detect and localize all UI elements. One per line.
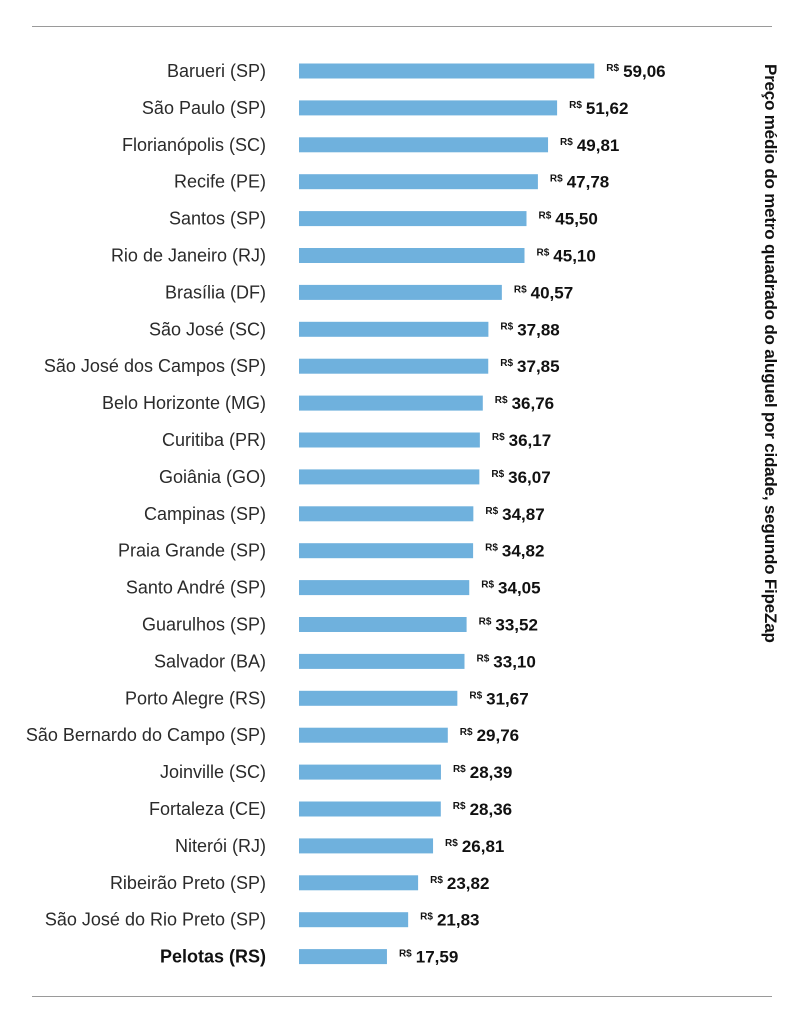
- category-label: Santo André (SP): [126, 578, 266, 598]
- data-label: R$ 37,88: [500, 320, 559, 339]
- bar: [299, 653, 465, 669]
- category-label: Salvador (BA): [154, 651, 266, 671]
- data-label: R$ 28,39: [453, 763, 512, 782]
- data-label: R$ 33,52: [479, 616, 538, 635]
- bar: [299, 580, 470, 596]
- bar: [299, 506, 474, 522]
- category-label: São José (SC): [149, 319, 266, 339]
- data-label: R$ 26,81: [445, 837, 504, 856]
- bar: [299, 137, 549, 153]
- bar: [299, 63, 595, 79]
- bar: [299, 912, 409, 928]
- bar: [299, 727, 448, 743]
- bottom-rule: [32, 996, 772, 997]
- category-label: Joinville (SC): [160, 762, 266, 782]
- data-label: R$ 40,57: [514, 283, 573, 302]
- data-label: R$ 36,07: [491, 468, 550, 487]
- category-label: Praia Grande (SP): [118, 541, 266, 561]
- data-label: R$ 36,17: [492, 431, 551, 450]
- bar: [299, 211, 527, 227]
- category-label: Santos (SP): [169, 209, 266, 229]
- category-label: Florianópolis (SC): [122, 135, 266, 155]
- bar: [299, 838, 434, 854]
- bar: [299, 174, 538, 190]
- data-label: R$ 17,59: [399, 948, 458, 967]
- chart-y-axis-title: Preço médio do metro quadrado do aluguel…: [761, 64, 780, 643]
- data-label: R$ 45,50: [539, 210, 598, 229]
- data-label: R$ 49,81: [560, 136, 619, 155]
- data-label: R$ 23,82: [430, 874, 489, 893]
- data-label: R$ 47,78: [550, 173, 609, 192]
- bar: [299, 395, 483, 411]
- category-label: Belo Horizonte (MG): [102, 393, 266, 413]
- data-label: R$ 28,36: [453, 800, 512, 819]
- bar: [299, 690, 458, 706]
- bar: [299, 875, 419, 891]
- data-label: R$ 33,10: [477, 652, 536, 671]
- bar: [299, 801, 441, 817]
- category-label: Recife (PE): [174, 172, 266, 192]
- bar: [299, 284, 502, 300]
- bar: [299, 764, 441, 780]
- data-label: R$ 59,06: [606, 62, 665, 81]
- data-label: R$ 29,76: [460, 726, 519, 745]
- category-label: Campinas (SP): [144, 504, 266, 524]
- data-label: R$ 31,67: [469, 689, 528, 708]
- category-label: São Bernardo do Campo (SP): [26, 725, 266, 745]
- category-label: Goiânia (GO): [159, 467, 266, 487]
- bar: [299, 949, 387, 965]
- category-label: Pelotas (RS): [160, 947, 266, 967]
- category-label: São José dos Campos (SP): [44, 356, 266, 376]
- bar: [299, 543, 474, 559]
- bar: [299, 469, 480, 485]
- category-label: Guarulhos (SP): [142, 615, 266, 635]
- category-label: Rio de Janeiro (RJ): [111, 246, 266, 266]
- category-label: Ribeirão Preto (SP): [110, 873, 266, 893]
- bar: [299, 432, 480, 448]
- data-label: R$ 34,82: [485, 542, 544, 561]
- category-label: Niterói (RJ): [175, 836, 266, 856]
- data-label: R$ 45,10: [537, 247, 596, 266]
- category-label: São José do Rio Preto (SP): [45, 910, 266, 930]
- bar: [299, 358, 489, 374]
- bar: [299, 100, 558, 116]
- data-label: R$ 51,62: [569, 99, 628, 118]
- bar: [299, 321, 489, 337]
- data-label: R$ 34,05: [481, 579, 540, 598]
- category-label: São Paulo (SP): [142, 98, 266, 118]
- bar: [299, 617, 467, 632]
- category-label: Fortaleza (CE): [149, 799, 266, 819]
- category-label: Brasília (DF): [165, 282, 266, 302]
- bar: [299, 248, 525, 263]
- category-label: Barueri (SP): [167, 61, 266, 81]
- data-label: R$ 36,76: [495, 394, 554, 413]
- data-label: R$ 21,83: [420, 911, 479, 930]
- top-rule: [32, 26, 772, 27]
- data-label: R$ 37,85: [500, 357, 559, 376]
- category-label: Porto Alegre (RS): [125, 688, 266, 708]
- data-label: R$ 34,87: [485, 505, 544, 524]
- category-label: Curitiba (PR): [162, 430, 266, 450]
